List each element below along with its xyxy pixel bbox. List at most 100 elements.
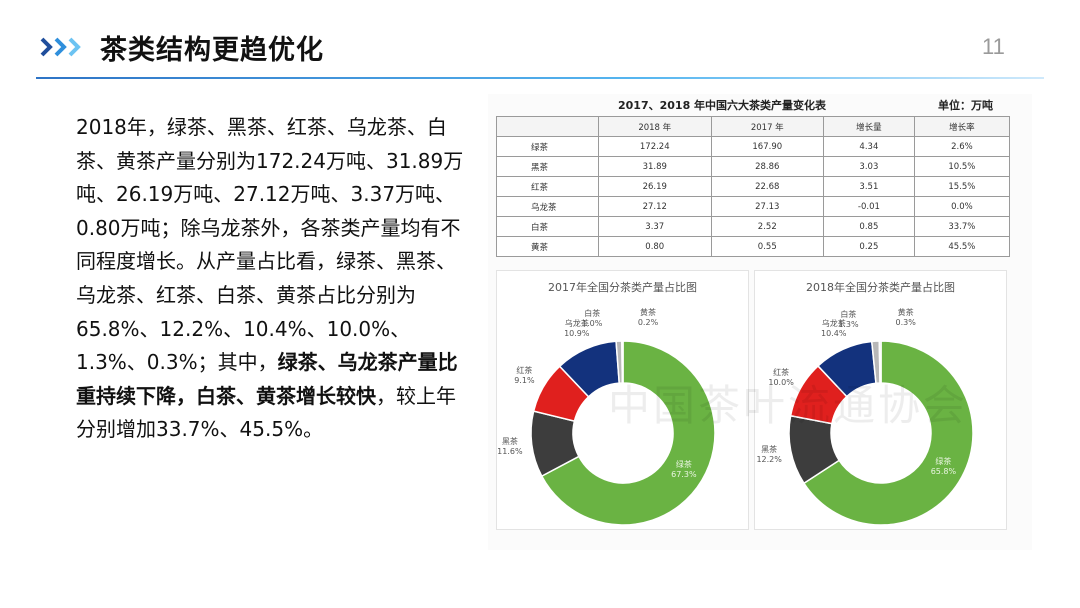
table-row: 白茶 3.37 2.52 0.85 33.7%: [496, 216, 1011, 237]
table-row: 乌龙茶 27.12 27.13 -0.01 0.0%: [496, 196, 1011, 217]
table-caption: 2017、2018 年中国六大茶类产量变化表: [618, 99, 827, 112]
body-text-part-1: 2018年，绿茶、黑茶、红茶、乌龙茶、白茶、黄茶产量分别为172.24万吨、31…: [76, 115, 464, 375]
donut-label-2: 红茶 10.0%: [763, 368, 799, 388]
figure-image: 2017、2018 年中国六大茶类产量变化表 单位：万吨 2018 年 2017…: [488, 94, 1032, 550]
page-number: 11: [982, 34, 1005, 59]
donut-label-1: 黑茶 12.2%: [751, 445, 787, 465]
slice-name: 红茶: [516, 365, 533, 375]
slice-value: 65.8%: [930, 466, 957, 476]
table-cell: 33.7%: [913, 216, 1011, 237]
table-cell: -0.01: [823, 196, 915, 217]
slice-value: 11.6%: [497, 447, 523, 457]
slice-name: 白茶: [840, 309, 857, 319]
donut-slice-5: [878, 340, 882, 384]
table-cell: 167.90: [710, 136, 825, 157]
table-header-cell: 2018 年: [598, 116, 712, 137]
slice-name: 红茶: [773, 368, 790, 378]
production-table: 2018 年 2017 年 增长量 增长率 绿茶 172.24 167.90 4…: [496, 116, 1011, 257]
table-header-cell: 增长量: [823, 116, 915, 137]
slice-name: 黄茶: [897, 307, 914, 317]
table-cell: 0.55: [710, 236, 825, 257]
body-paragraph: 2018年，绿茶、黑茶、红茶、乌龙茶、白茶、黄茶产量分别为172.24万吨、31…: [76, 111, 472, 447]
donut-label-3: 乌龙茶 10.4%: [816, 319, 852, 339]
donut-label-5: 黄茶 0.3%: [888, 308, 924, 328]
table-row: 黑茶 31.89 28.86 3.03 10.5%: [496, 156, 1011, 177]
table-row: 红茶 26.19 22.68 3.51 15.5%: [496, 176, 1011, 197]
donut-label-0: 绿茶 65.8%: [925, 457, 961, 477]
table-unit: 单位：万吨: [938, 99, 993, 112]
table-cell: 172.24: [598, 136, 712, 157]
chevron-2: [54, 37, 67, 57]
slice-name: 黑茶: [501, 437, 518, 447]
table-cell: 红茶: [496, 176, 599, 197]
table-cell: 黑茶: [496, 156, 599, 177]
chart-title: 2017年全国分茶类产量占比图: [548, 281, 697, 294]
table-row: 黄茶 0.80 0.55 0.25 45.5%: [496, 236, 1011, 257]
table-cell: 10.5%: [913, 156, 1011, 177]
donut-label-5: 黄茶 0.2%: [630, 308, 666, 328]
slide-title: 茶类结构更趋优化: [100, 35, 324, 66]
slice-name: 黑茶: [761, 445, 778, 455]
table-cell: 28.86: [710, 156, 825, 177]
table-cell: 0.0%: [913, 196, 1011, 217]
slice-name: 黄茶: [640, 307, 657, 317]
table-cell: 0.25: [823, 236, 915, 257]
slice-name: 绿茶: [675, 459, 692, 469]
slice-value: 10.4%: [821, 329, 847, 339]
slice-value: 12.2%: [756, 455, 782, 465]
table-cell: 黄茶: [496, 236, 599, 257]
slice-value: 10.9%: [564, 328, 590, 338]
slice-value: 0.2%: [637, 317, 659, 327]
table-header-row: 2018 年 2017 年 增长量 增长率: [496, 116, 1011, 137]
slice-name: 乌龙茶: [821, 319, 846, 329]
table-cell: 4.34: [823, 136, 915, 157]
table-cell: 0.80: [598, 236, 712, 257]
chart-title: 2018年全国分茶类产量占比图: [806, 281, 955, 294]
table-cell: 白茶: [496, 216, 599, 237]
slice-name: 绿茶: [935, 456, 952, 466]
table-cell: 27.13: [710, 196, 825, 217]
body-text-part-2: ，较上年分别增加33.7%、45.5%。: [76, 383, 456, 442]
slice-value: 1.0%: [582, 319, 603, 329]
table-cell: 26.19: [598, 176, 712, 197]
slice-name: 乌龙茶: [564, 318, 589, 328]
slice-value: 1.3%: [838, 319, 859, 329]
donut-label-0: 绿茶 67.3%: [666, 460, 702, 480]
donut-label-2: 红茶 9.1%: [506, 366, 542, 386]
donut-label-1: 黑茶 11.6%: [492, 437, 528, 457]
donut-slice-0: [802, 340, 974, 526]
slice-value: 67.3%: [671, 469, 697, 479]
table-cell: 27.12: [598, 196, 712, 217]
table-cell: 2.52: [710, 216, 825, 237]
chevron-arrows-icon: [40, 37, 81, 57]
table-cell: 45.5%: [913, 236, 1011, 257]
slice-value: 0.3%: [895, 317, 916, 327]
table-row: 绿茶 172.24 167.90 4.34 2.6%: [496, 136, 1011, 157]
watermark: 中国茶叶流通协会: [608, 381, 969, 430]
table-header-cell: 2017 年: [710, 116, 825, 137]
slice-name: 白茶: [584, 309, 601, 319]
chevron-3: [68, 37, 81, 57]
table-cell: 31.89: [598, 156, 712, 177]
donut-slice-5: [621, 340, 624, 384]
donut-chart-2018: 2018年全国分茶类产量占比图 绿茶 65.8% 黑茶 12.2% 红茶 10.0% 乌龙茶…: [754, 270, 1007, 530]
header-divider: [36, 77, 1044, 79]
table-cell: 15.5%: [913, 176, 1011, 197]
table-cell: 22.68: [710, 176, 825, 197]
donut-chart-2017: 2017年全国分茶类产量占比图 绿茶 67.3% 黑茶 11.6% 红茶 9.1% 乌龙茶 1…: [496, 270, 749, 530]
donut-label-4: 白茶 1.3%: [830, 310, 866, 330]
table-cell: 3.37: [598, 216, 712, 237]
table-header-cell: 增长率: [913, 116, 1011, 137]
slice-value: 10.0%: [768, 378, 794, 388]
table-cell: 2.6%: [913, 136, 1011, 157]
donut-slice-0: [540, 340, 716, 526]
slide-header: 茶类结构更趋优化 11: [0, 0, 1080, 84]
slice-value: 9.1%: [514, 375, 535, 385]
table-cell: 3.03: [823, 156, 915, 177]
table-cell: 乌龙茶: [496, 196, 599, 217]
donut-svg: [788, 340, 974, 526]
chevron-1: [40, 37, 53, 57]
donut-label-4: 白茶 1.0%: [574, 309, 610, 329]
body-text-bold: 绿茶、乌龙茶产量比重持续下降，白茶、黄茶增长较快: [76, 350, 458, 408]
table-cell: 0.85: [823, 216, 915, 237]
